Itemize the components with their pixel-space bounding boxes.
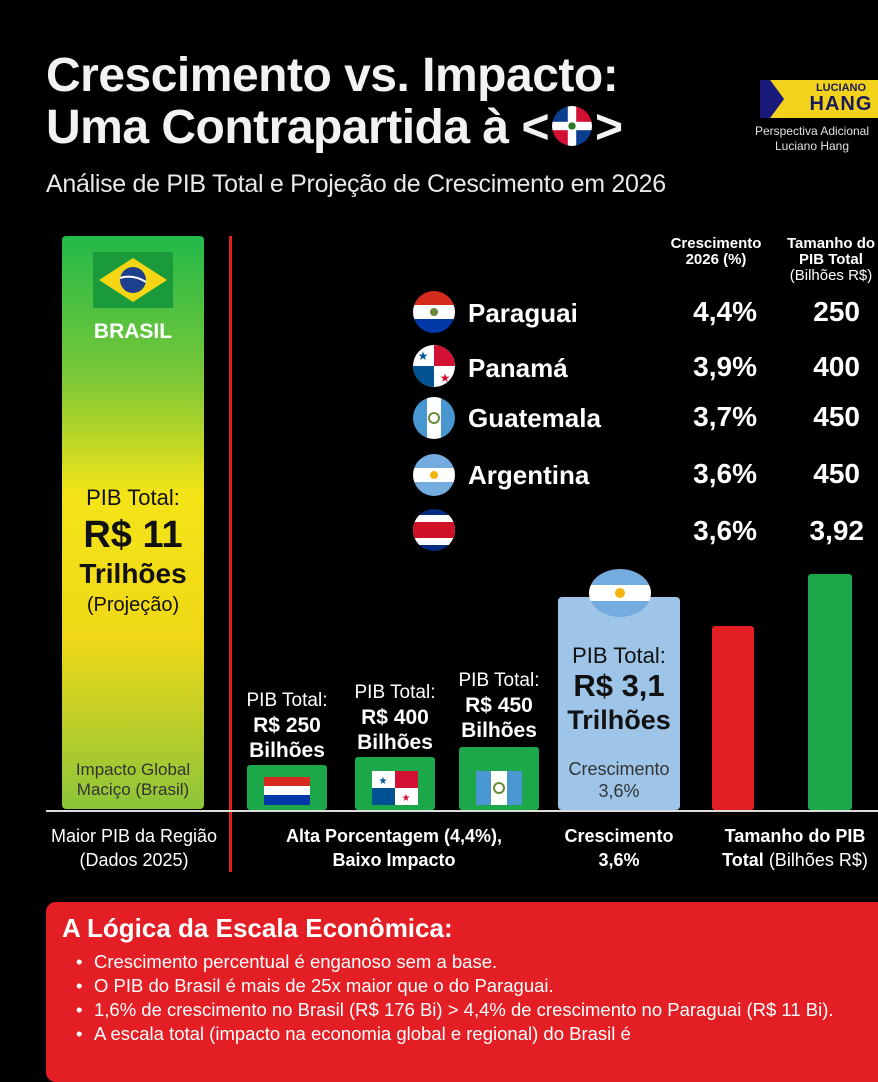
svg-text:★: ★ [379,776,388,787]
col-growth-header: Crescimento 2026 (%) [670,235,762,268]
brazil-flag-icon [93,252,173,308]
guatemala-flag-icon [413,397,455,439]
list-item: 1,6% de crescimento no Brasil (R$ 176 Bi… [74,998,874,1022]
logo-top: LUCIANO [815,82,867,94]
argentina-flag-icon [413,454,455,496]
argentina-bottom-label: Crescimento 3,6% [564,826,674,870]
page-title: Crescimento vs. Impacto: Uma Contraparti… [46,50,746,154]
col-size-header: Tamanho do PIB Total (Bilhões R$) [786,235,876,284]
logic-list: Crescimento percentual é enganoso sem a … [74,950,874,1046]
country-name: Panamá [468,353,568,383]
svg-text:★: ★ [402,793,411,804]
brasil-label: BRASIL [93,320,173,343]
paraguai-bar-label: PIB Total: R$ 250 Bilhões [246,690,328,762]
argentina-pib-value: R$ 3,1 [573,668,665,703]
argentina-pib-unit: Trilhões [567,705,671,735]
argentina-growth: Crescimento 3,6% [568,759,670,801]
growth-value: 3,7% [693,401,757,432]
list-item: Crescimento percentual é enganoso sem a … [74,950,874,974]
panama-flag-icon: ★★ [413,345,455,387]
size-value: 250 [813,296,860,327]
country-name: Argentina [468,460,590,490]
small-countries-bottom-label: Alta Porcentagem (4,4%), Baixo Impacto [285,826,503,870]
size-value: 400 [813,351,860,382]
argentina-bar [558,597,680,810]
panama-flag-icon: ★★ [372,771,418,805]
size-value: 3,92 [809,515,865,546]
brasil-bar [62,236,204,809]
chart-baseline [46,810,878,812]
title-line-2: Uma Contrapartida à < > [46,101,623,154]
subtitle: Análise de PIB Total e Projeção de Cresc… [46,170,666,198]
title-line-1: Crescimento vs. Impacto: [46,49,619,102]
logic-title: A Lógica da Escala Econômica: [62,913,453,943]
country-name: Paraguai [468,298,578,328]
brasil-pib-unit: Trilhões [79,558,187,589]
country-name: Guatemala [468,403,601,433]
guatemala-bar-label: PIB Total: R$ 450 Bilhões [458,670,540,742]
growth-value: 3,9% [693,351,757,382]
list-item: A escala total (impacto na economia glob… [74,1022,874,1046]
argentina-flag-icon [589,569,651,617]
brasil-pib-value: R$ 11 [83,514,183,556]
size-bottom-label: Tamanho do PIB Total (Bilhões R$) [722,826,868,870]
brasil-impact: Impacto Global Maciço (Brasil) [75,760,191,799]
costa-rica-flag-icon [413,509,455,551]
paraguai-bar [247,765,327,810]
red-divider [229,236,232,872]
guatemala-bar [459,747,539,810]
list-item: O PIB do Brasil é mais de 25x maior que … [74,974,874,998]
brasil-pib-note: (Projeção) [86,594,180,616]
paraguay-flag-icon [264,777,310,805]
argentina-pib-label: PIB Total: [572,643,666,668]
growth-value: 3,6% [693,515,757,546]
guatemala-flag-icon [476,771,522,805]
growth-value: 3,6% [693,458,757,489]
svg-text:★: ★ [440,371,451,385]
panama-bar: ★ ★ [355,757,435,810]
paraguay-flag-icon [413,291,455,333]
panama-bar-label: PIB Total: R$ 400 Bilhões [354,682,436,754]
size-value: 450 [813,458,860,489]
brasil-pib-label: PIB Total: [86,485,180,510]
brasil-bottom-label: Maior PIB da Região (Dados 2025) [50,826,218,870]
size-comparison-bar [808,574,852,810]
svg-text:★: ★ [418,349,429,363]
growth-value: 4,4% [693,296,757,327]
growth-comparison-bar [712,626,754,810]
size-value: 450 [813,401,860,432]
logo-bottom: HANG [809,93,873,115]
dominican-republic-flag-icon [552,106,592,146]
logo-caption: Perspectiva Adicional Luciano Hang [754,124,870,153]
luciano-hang-logo: LUCIANO HANG [760,80,878,118]
